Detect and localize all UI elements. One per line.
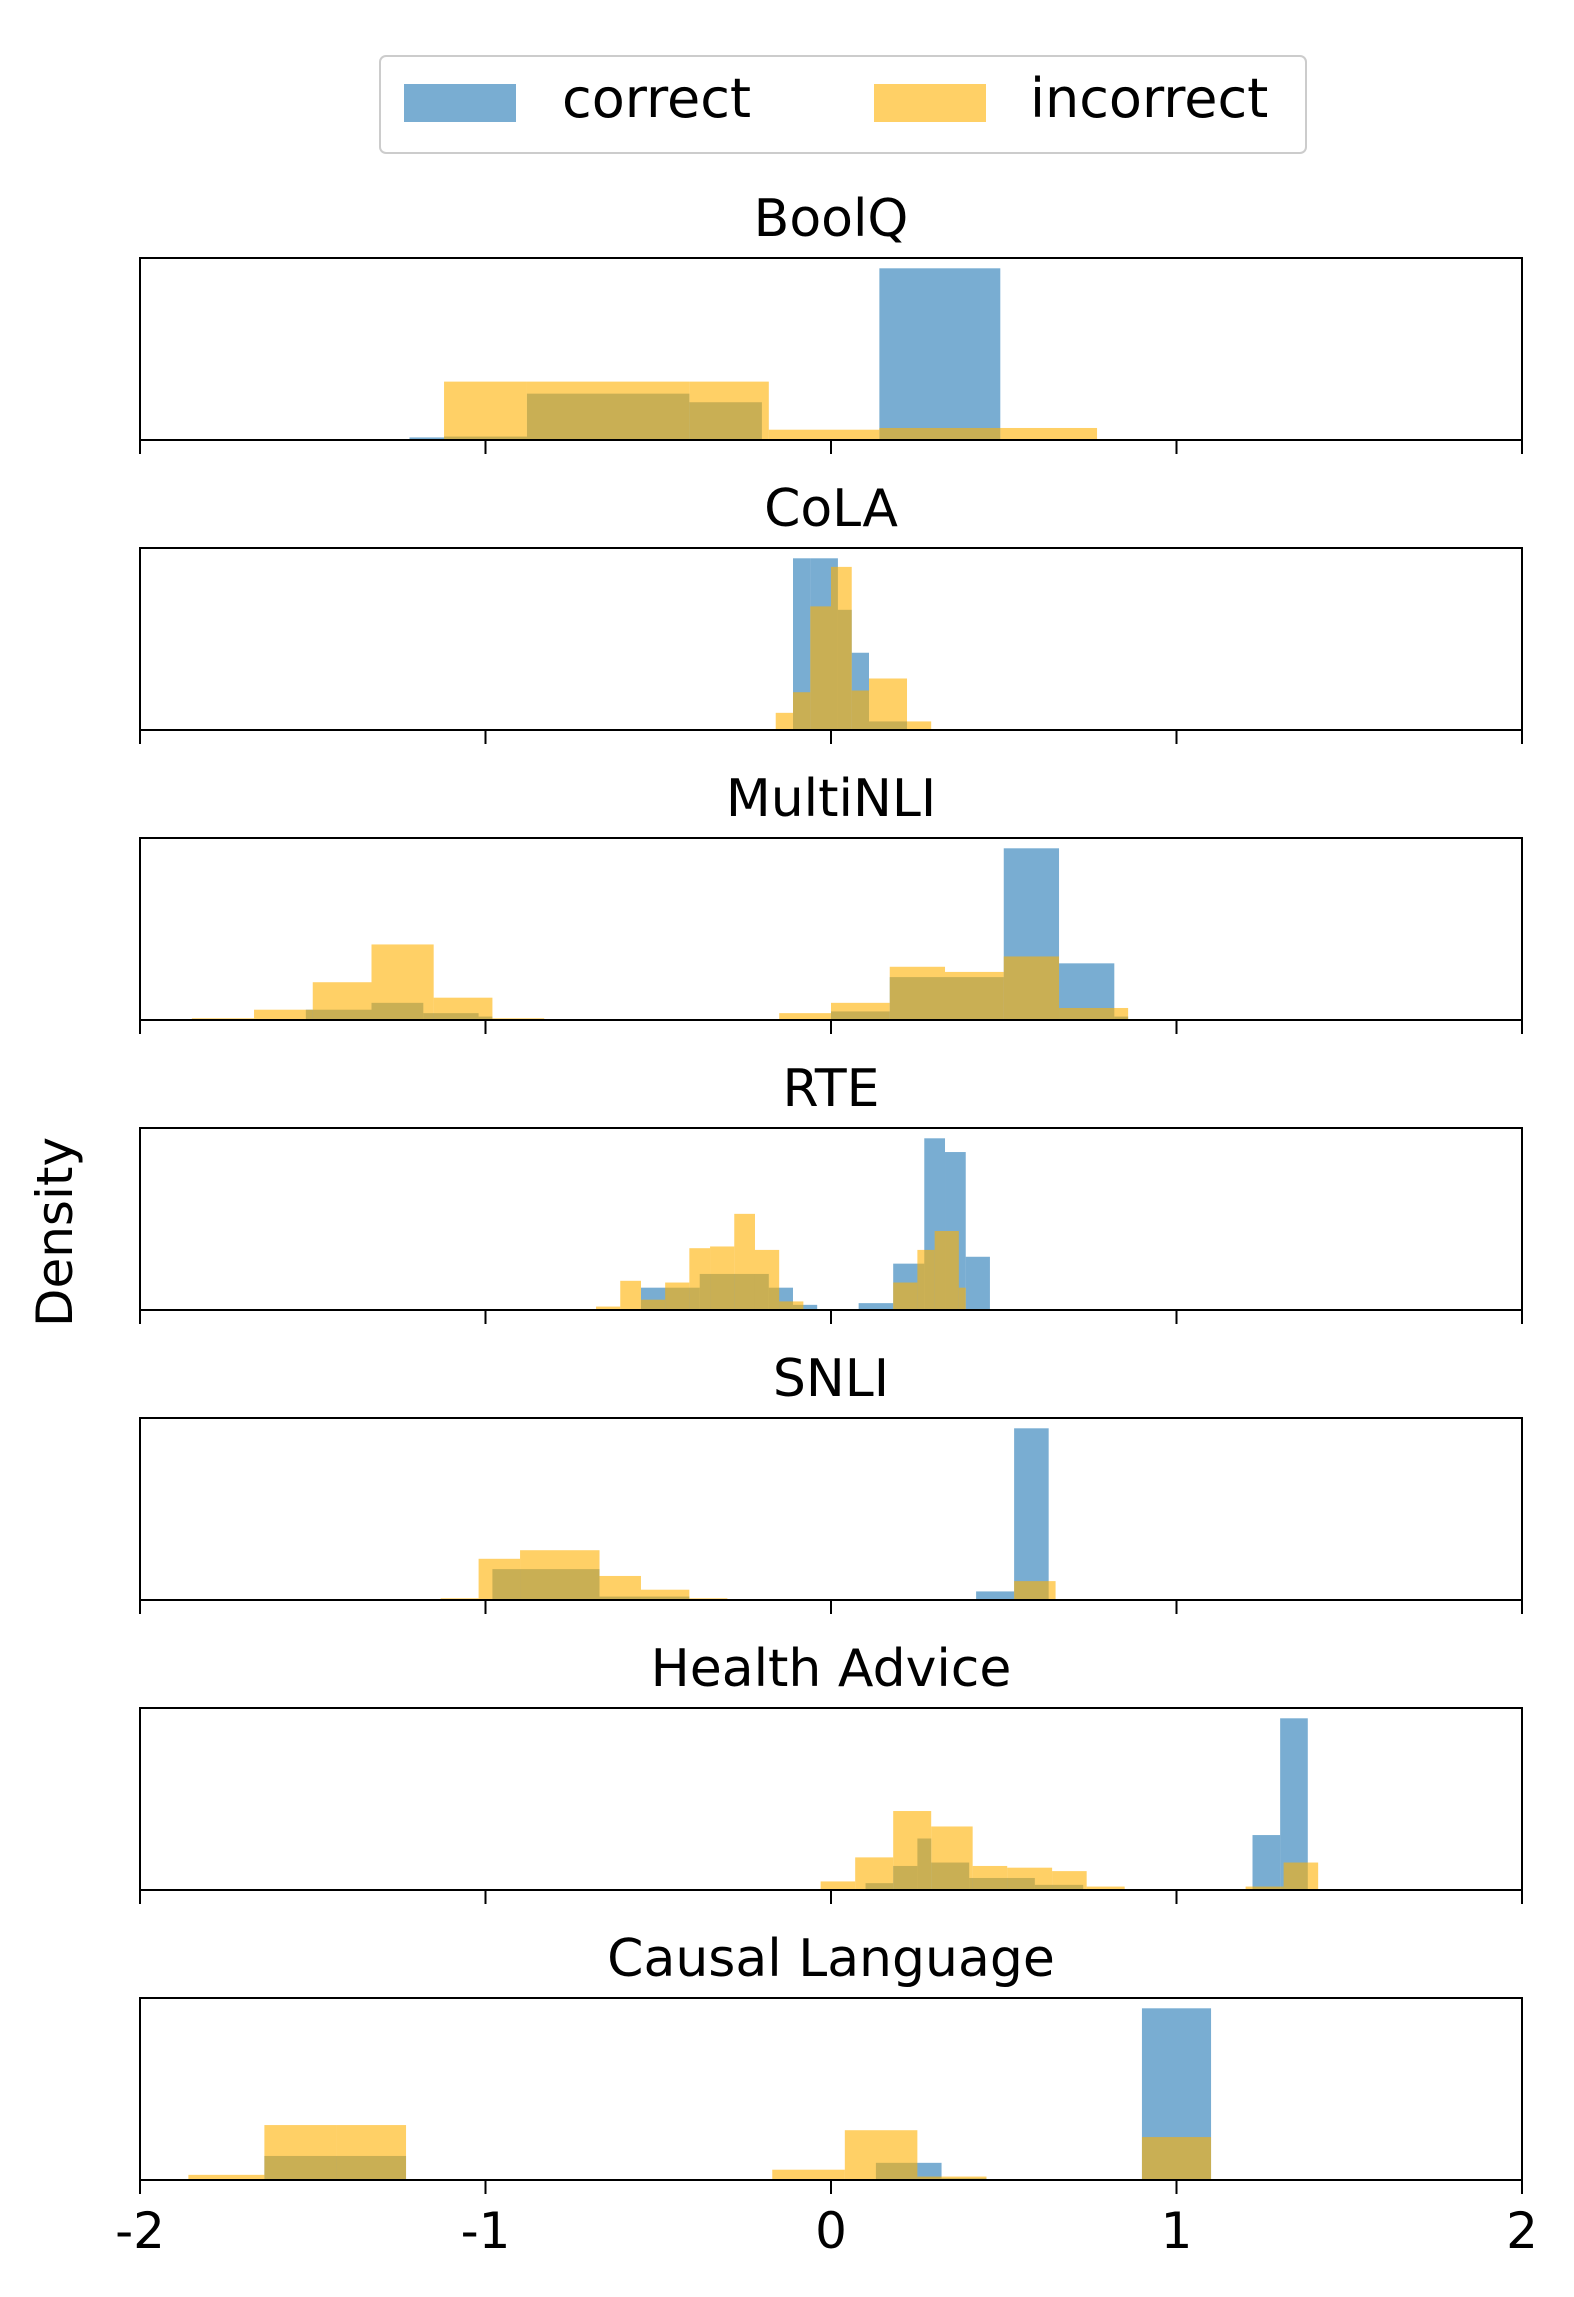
bar-incorrect (1059, 1007, 1129, 1020)
bar-incorrect (893, 1811, 932, 1890)
bar-incorrect (640, 1299, 666, 1310)
panel-frame (139, 1417, 1523, 1601)
panel-title: Causal Language (607, 1929, 1055, 1989)
bar-incorrect (599, 1575, 641, 1600)
bar-incorrect (1052, 1871, 1087, 1890)
bar-incorrect (312, 982, 372, 1020)
legend-frame (379, 55, 1307, 154)
bar-correct (976, 1591, 1015, 1600)
bar-incorrect (1003, 956, 1060, 1020)
bar-incorrect (931, 1826, 973, 1890)
bar-correct (409, 437, 445, 440)
bar-incorrect (336, 2125, 407, 2180)
bar-incorrect (775, 712, 793, 730)
panel-6: Causal Language -2 -1 0 1 2 (115, 1929, 1538, 2260)
bar-incorrect (907, 721, 932, 730)
bar-incorrect (1014, 1581, 1056, 1600)
panel-title: CoLA (764, 479, 898, 539)
panel-1: CoLA (139, 479, 1523, 744)
bar-incorrect (893, 1282, 918, 1310)
bar-correct (793, 558, 811, 730)
bar-incorrect (433, 997, 493, 1020)
x-tick-label: 0 (815, 2202, 847, 2260)
bar-correct (858, 1303, 894, 1310)
bar-incorrect (734, 1213, 755, 1310)
bar-incorrect (869, 678, 908, 730)
bar-incorrect (889, 966, 946, 1020)
bar-incorrect (958, 1287, 966, 1310)
bar-correct (965, 1256, 990, 1310)
bar-incorrect (1141, 2137, 1212, 2180)
panel-3: RTE (139, 1059, 1523, 1324)
y-axis-label: Density (26, 1137, 84, 1327)
legend-label-correct: correct (562, 67, 751, 130)
bar-incorrect (264, 2125, 337, 2180)
bar-incorrect (444, 381, 527, 440)
bar-correct (1014, 1428, 1049, 1600)
bar-incorrect (917, 1249, 935, 1310)
x-tick-label: 2 (1506, 2202, 1538, 2260)
bar-incorrect (1245, 1886, 1284, 1890)
bar-incorrect (768, 429, 880, 440)
legend-label-incorrect: incorrect (1030, 67, 1268, 130)
bar-incorrect (188, 2174, 265, 2180)
bar-incorrect (851, 690, 869, 730)
bar-correct (1252, 1835, 1281, 1890)
bar-incorrect (689, 1248, 711, 1310)
bar-incorrect (820, 1881, 856, 1890)
panel-4: SNLI (139, 1349, 1523, 1614)
bar-incorrect (779, 1013, 831, 1020)
panel-title: SNLI (773, 1349, 889, 1409)
bar-incorrect (917, 2176, 987, 2180)
bar-incorrect (1283, 1862, 1319, 1890)
bar-incorrect (754, 1249, 780, 1310)
legend-swatch-correct (404, 84, 516, 122)
bar-incorrect (810, 606, 831, 730)
bar-correct (793, 1304, 818, 1310)
bar-incorrect (831, 1002, 890, 1020)
panel-title: MultiNLI (726, 769, 936, 829)
bar-incorrect (620, 1280, 641, 1310)
bar-incorrect (793, 692, 811, 730)
x-tick-label: -1 (461, 2202, 511, 2260)
bar-incorrect (1086, 1886, 1125, 1890)
bar-incorrect (772, 2169, 845, 2180)
x-tick-label: -2 (115, 2202, 165, 2260)
bar-incorrect (934, 1231, 959, 1310)
bar-incorrect (972, 1865, 1008, 1890)
bar-incorrect (710, 1246, 735, 1310)
bar-incorrect (689, 381, 769, 440)
bar-incorrect (526, 381, 690, 440)
panel-title: RTE (783, 1059, 880, 1119)
legend: correct incorrect (379, 55, 1307, 154)
x-tick-label: 1 (1161, 2202, 1193, 2260)
bar-incorrect (844, 2130, 918, 2180)
panel-5: Health Advice (139, 1639, 1523, 1904)
bar-incorrect (879, 427, 1001, 440)
bar-incorrect (945, 971, 1004, 1020)
panel-2: MultiNLI (139, 769, 1523, 1034)
panels: BoolQ CoLA MultiNLI RTE SNLI Health Advice Cau… (115, 189, 1538, 2260)
bar-incorrect (478, 1558, 521, 1600)
bar-correct (879, 268, 1001, 440)
panel-frame (139, 257, 1523, 441)
legend-swatch-incorrect (874, 84, 986, 122)
panel-title: BoolQ (754, 189, 909, 249)
bar-incorrect (596, 1306, 621, 1310)
bar-incorrect (1007, 1867, 1053, 1890)
bar-incorrect (520, 1550, 600, 1600)
bar-correct (1280, 1718, 1308, 1890)
bar-incorrect (640, 1589, 690, 1600)
bar-incorrect (779, 1301, 804, 1310)
bar-incorrect (254, 1009, 313, 1020)
panel-0: BoolQ (139, 189, 1523, 454)
panel-title: Health Advice (651, 1639, 1012, 1699)
panel-frame (139, 1127, 1523, 1311)
bar-incorrect (665, 1282, 690, 1310)
bar-incorrect (1000, 427, 1098, 440)
bar-incorrect (855, 1857, 894, 1890)
bar-incorrect (371, 944, 434, 1020)
bar-incorrect (831, 566, 852, 730)
